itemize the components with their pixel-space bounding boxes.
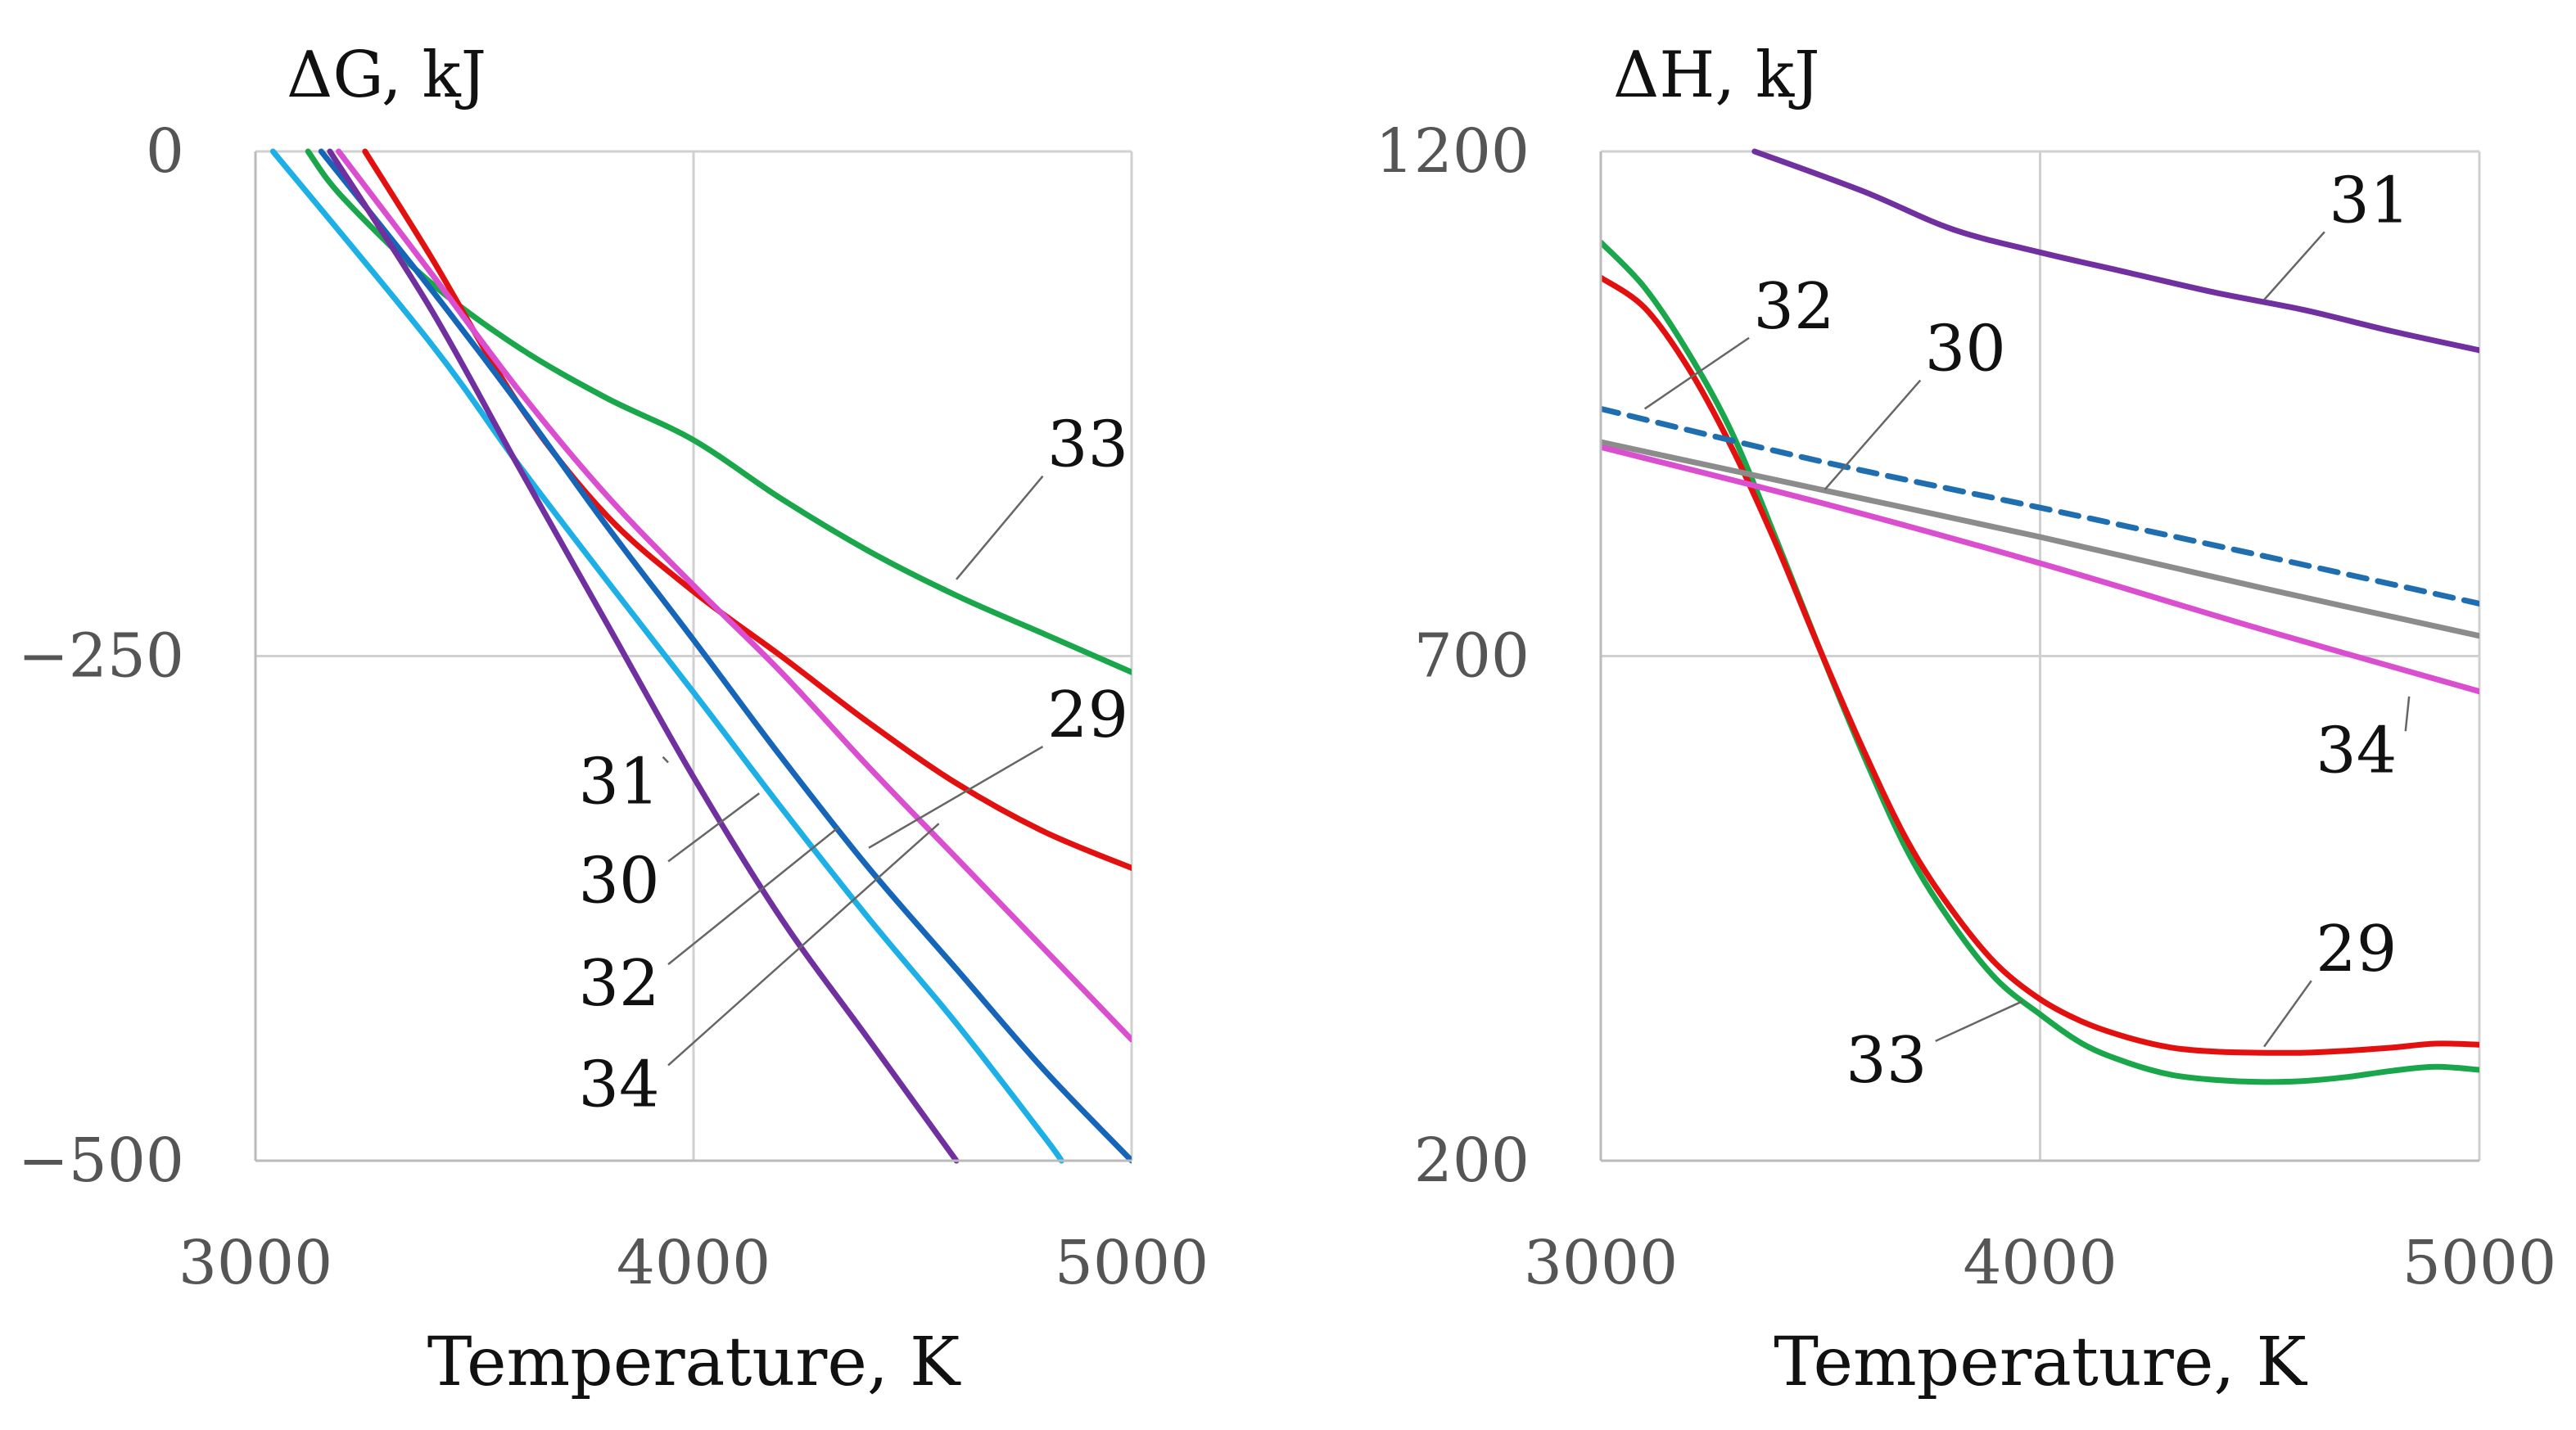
dg-xtick-label-5000: 5000 — [1055, 1228, 1209, 1298]
dh-leader-30 — [1824, 379, 1922, 490]
dh-axis-title: ΔH, kJ — [1613, 38, 1819, 112]
dg-ytick-label-2: −500 — [18, 1126, 184, 1196]
dg-series-34-line — [336, 148, 1132, 1043]
dg-curve-label-33: 33 — [1047, 408, 1128, 482]
dh-leader-33 — [1935, 1000, 2023, 1042]
dg-leader-32 — [667, 827, 839, 966]
dh-xtick-label-5000: 5000 — [2402, 1228, 2556, 1298]
dh-curve-label-31: 31 — [2329, 164, 2410, 237]
dh-leader-34 — [2404, 696, 2411, 732]
dg-curve-label-30: 30 — [578, 844, 659, 918]
dh-series-33-line — [1601, 239, 2479, 1085]
dh-xtick-label-3000: 3000 — [1524, 1228, 1678, 1298]
dg-curve-label-32: 32 — [578, 947, 659, 1021]
dg-xlabel: Temperature, K — [427, 1324, 961, 1401]
enthalpy-chart: 3000 4000 5000 1200 700 200 ΔH, kJ Temperature,… — [1376, 38, 2556, 1401]
dh-ytick-label-0: 1200 — [1376, 116, 1530, 187]
dh-leader-29 — [2263, 980, 2312, 1048]
dh-series-34-line — [1601, 444, 2479, 695]
dh-xlabel: Temperature, K — [1774, 1324, 2307, 1401]
dg-ytick-label-0: 0 — [146, 116, 184, 187]
dh-curve-label-30: 30 — [1925, 313, 2006, 386]
dh-series-32-line — [1601, 405, 2479, 607]
dh-series-31-line — [1751, 148, 2479, 354]
dg-series-32-line — [318, 148, 1132, 1164]
dg-series-31-line — [327, 148, 960, 1164]
dh-leader-32 — [1643, 336, 1750, 410]
dg-leader-34 — [667, 823, 940, 1067]
dg-xtick-label-3000: 3000 — [179, 1228, 332, 1298]
dg-xtick-label-4000: 4000 — [617, 1228, 771, 1298]
dh-ytick-label-2: 200 — [1414, 1126, 1530, 1196]
dg-series-30-line — [269, 148, 1064, 1164]
dg-curve-label-34: 34 — [578, 1048, 659, 1121]
dg-leader-31 — [662, 756, 669, 764]
dh-curve-label-32: 32 — [1753, 270, 1834, 344]
dh-series-30-line — [1601, 439, 2479, 639]
dg-leader-33 — [956, 475, 1044, 580]
dh-leader-31 — [2263, 231, 2325, 301]
dg-axis-title: ΔG, kJ — [287, 38, 486, 112]
dh-xtick-label-4000: 4000 — [1963, 1228, 2117, 1298]
dh-series-29-line — [1601, 274, 2479, 1056]
dh-curve-label-33: 33 — [1846, 1024, 1927, 1098]
dh-ytick-label-1: 700 — [1414, 621, 1530, 692]
dg-ytick-label-1: −250 — [18, 621, 184, 692]
dg-curve-label-29: 29 — [1047, 679, 1128, 752]
dg-curve-label-31: 31 — [578, 746, 659, 819]
dg-series-33-line — [305, 148, 1132, 675]
dg-leader-29 — [868, 746, 1044, 849]
dh-curve-label-34: 34 — [2316, 714, 2397, 787]
dg-leader-30 — [667, 792, 760, 863]
dh-curve-label-29: 29 — [2316, 913, 2397, 986]
gibbs-energy-chart: 3000 4000 5000 0 −250 −500 ΔG, kJ Temperature, … — [18, 38, 1209, 1401]
